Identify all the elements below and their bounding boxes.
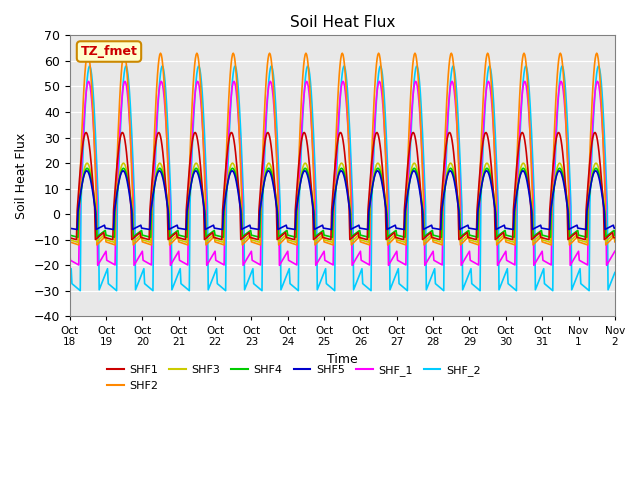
SHF1 — [442, 144, 450, 150]
SHF1 — [186, 158, 194, 164]
SHF5 — [388, 224, 396, 229]
SHF1 — [364, 237, 371, 242]
SHF3 — [187, 180, 195, 186]
SHF1 — [155, 130, 163, 135]
SHF_2 — [86, 63, 93, 69]
SHF_2 — [66, 270, 74, 276]
SHF3 — [74, 240, 82, 245]
Line: SHF5: SHF5 — [70, 171, 615, 229]
Title: Soil Heat Flux: Soil Heat Flux — [289, 15, 395, 30]
SHF2 — [563, 131, 570, 137]
SHF1 — [66, 235, 74, 240]
SHF3 — [335, 164, 343, 170]
SHF1 — [335, 134, 342, 140]
SHF1 — [210, 234, 218, 240]
SHF1 — [563, 194, 570, 200]
SHF_2 — [611, 270, 619, 276]
SHF_2 — [563, 101, 570, 107]
SHF5 — [611, 225, 619, 231]
SHF_2 — [76, 288, 84, 294]
SHF_1 — [385, 263, 392, 268]
SHF4 — [187, 183, 195, 189]
Line: SHF4: SHF4 — [70, 168, 615, 237]
SHF_1 — [186, 176, 194, 182]
SHF5 — [563, 197, 570, 203]
SHF2 — [335, 72, 343, 78]
SHF4 — [442, 179, 450, 185]
SHF_2 — [442, 162, 450, 168]
SHF3 — [83, 160, 91, 166]
SHF4 — [83, 165, 91, 171]
SHF2 — [388, 238, 396, 243]
SHF5 — [374, 168, 381, 174]
SHF4 — [388, 230, 396, 236]
SHF_1 — [563, 131, 570, 137]
SHF2 — [84, 50, 92, 56]
SHF4 — [211, 228, 218, 233]
SHF_1 — [388, 256, 396, 262]
Line: SHF_1: SHF_1 — [70, 81, 615, 265]
SHF2 — [75, 242, 83, 248]
Line: SHF2: SHF2 — [70, 53, 615, 245]
Y-axis label: Soil Heat Flux: Soil Heat Flux — [15, 133, 28, 219]
Line: SHF_2: SHF_2 — [70, 66, 615, 291]
SHF_1 — [611, 248, 619, 254]
X-axis label: Time: Time — [327, 353, 358, 366]
SHF_1 — [442, 144, 450, 150]
SHF4 — [335, 169, 343, 175]
SHF5 — [210, 222, 218, 228]
SHF3 — [388, 235, 396, 240]
SHF3 — [211, 231, 218, 237]
Line: SHF3: SHF3 — [70, 163, 615, 242]
SHF3 — [563, 192, 570, 197]
SHF1 — [388, 231, 396, 237]
SHF2 — [66, 239, 74, 245]
SHF_2 — [211, 272, 218, 277]
SHF_1 — [157, 78, 165, 84]
Text: TZ_fmet: TZ_fmet — [81, 45, 138, 58]
SHF_1 — [335, 117, 342, 123]
SHF2 — [211, 234, 218, 240]
SHF3 — [611, 237, 619, 243]
SHF_2 — [388, 281, 396, 287]
Legend: SHF1, SHF2, SHF3, SHF4, SHF5, SHF_1, SHF_2: SHF1, SHF2, SHF3, SHF4, SHF5, SHF_1, SHF… — [102, 361, 485, 395]
SHF4 — [611, 232, 619, 238]
SHF1 — [611, 235, 619, 240]
SHF5 — [442, 179, 450, 185]
SHF5 — [335, 172, 342, 178]
SHF_2 — [335, 112, 343, 118]
SHF_2 — [187, 180, 195, 186]
SHF_1 — [210, 251, 218, 257]
SHF3 — [66, 237, 74, 243]
SHF3 — [442, 175, 450, 181]
SHF5 — [66, 225, 74, 231]
SHF2 — [187, 131, 195, 137]
SHF5 — [186, 188, 194, 193]
SHF2 — [611, 239, 619, 245]
Line: SHF1: SHF1 — [70, 132, 615, 240]
SHF2 — [442, 113, 450, 119]
SHF4 — [74, 234, 82, 240]
SHF4 — [563, 193, 570, 199]
SHF_1 — [66, 248, 74, 254]
SHF5 — [74, 227, 81, 232]
SHF4 — [66, 232, 74, 238]
